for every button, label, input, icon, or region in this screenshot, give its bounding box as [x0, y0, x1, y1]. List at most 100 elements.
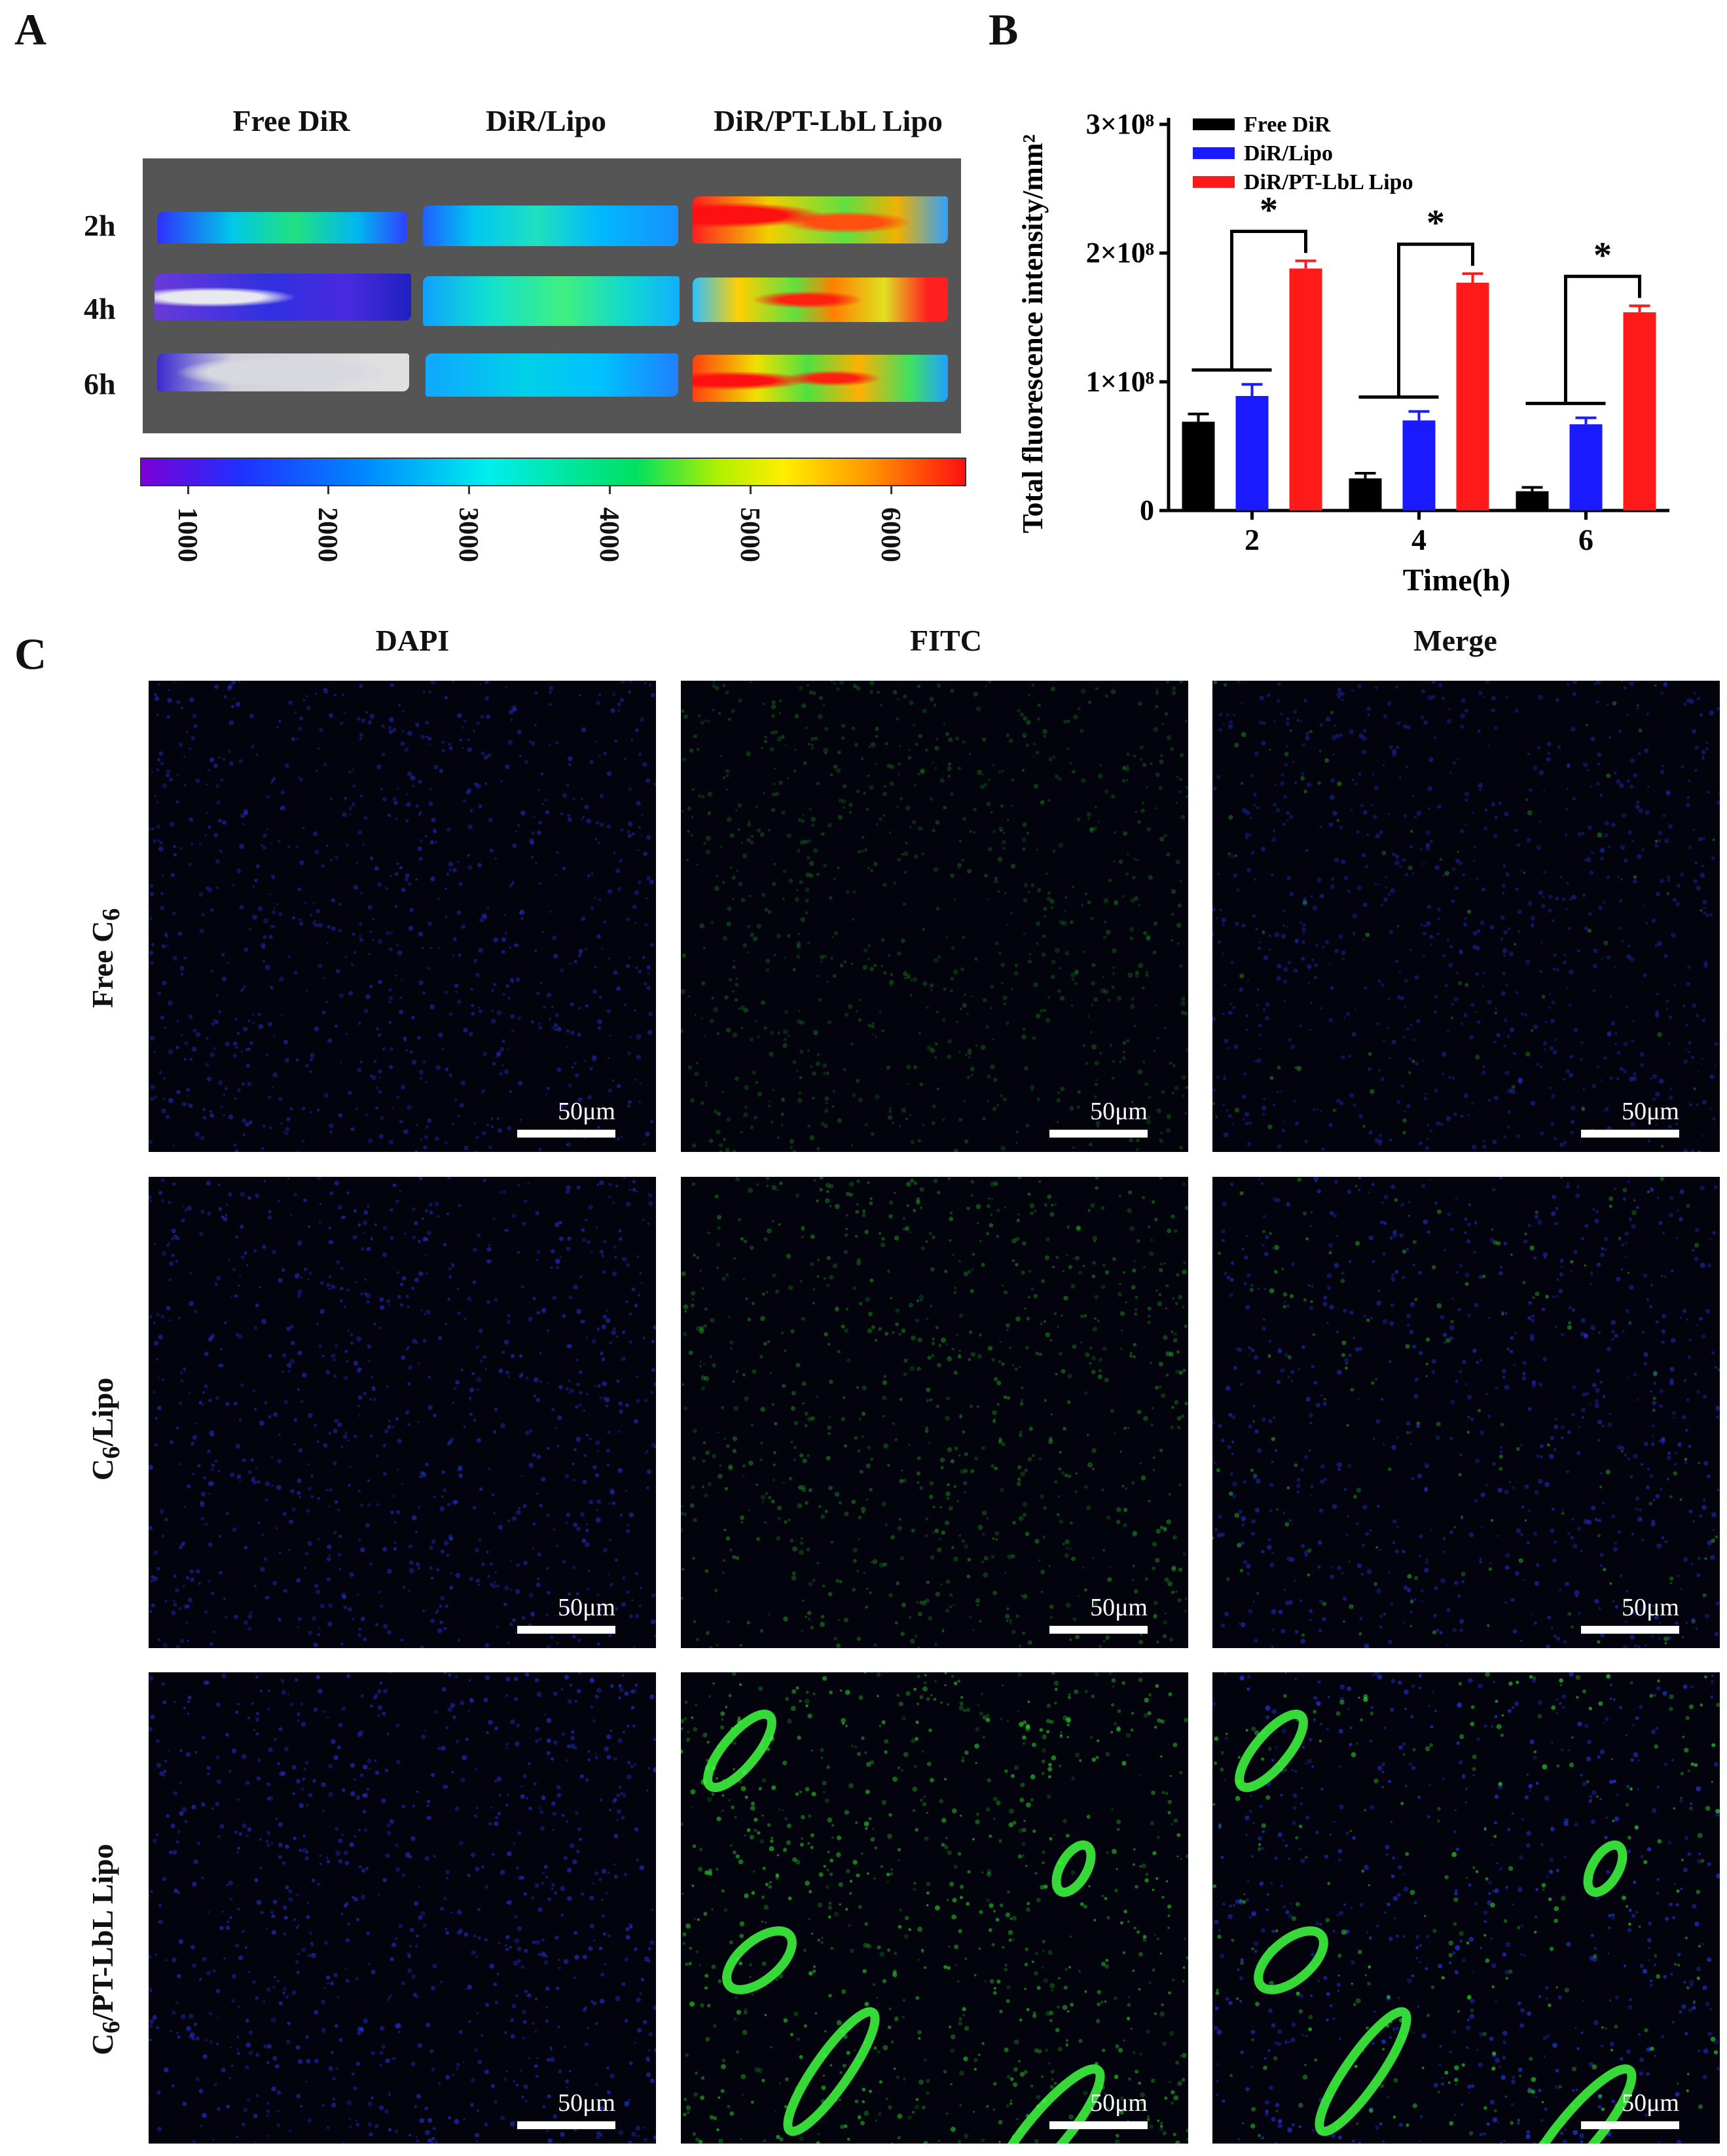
micrograph-texture	[681, 1672, 1188, 2144]
micrograph-c6-pt-lbl-lipo-merge: 50μm	[1212, 1672, 1720, 2144]
scale-bar-label: 50μm	[558, 1098, 615, 1125]
y-tick-label: 2×10⁸	[1086, 237, 1154, 269]
significance-bracket	[1564, 274, 1641, 404]
legend-swatch	[1193, 176, 1235, 188]
colorbar-tick-label: 3000	[453, 507, 483, 562]
colorbar-tick	[750, 485, 752, 494]
row-label-free-c6: Free C6	[86, 908, 126, 1008]
significance-marker: *	[1427, 203, 1445, 243]
colorbar-tick	[468, 485, 470, 494]
significance-marker: *	[1260, 190, 1278, 230]
colorbar	[140, 458, 966, 486]
micrograph-texture	[681, 681, 1188, 1152]
colorbar-tick-label: 5000	[735, 507, 765, 562]
scale-bar-label: 50μm	[1090, 2089, 1148, 2117]
row-label-4h: 4h	[84, 292, 116, 325]
significance-marker: *	[1593, 235, 1612, 276]
significance-bracket	[1397, 242, 1474, 397]
bar	[1235, 395, 1269, 511]
scale-bar	[1049, 2121, 1148, 2129]
x-tick-label: 6	[1578, 523, 1593, 556]
row-label-2h: 2h	[84, 209, 116, 242]
bar	[1623, 312, 1656, 511]
micrograph-c6-pt-lbl-lipo-dapi: 50μm	[149, 1672, 656, 2144]
colorbar-tick-label: 6000	[875, 507, 905, 562]
scale-bar	[1049, 1626, 1148, 1634]
y-tick-label: 3×10⁸	[1086, 108, 1154, 140]
strip-free-dir-6h	[157, 353, 409, 391]
micrograph-texture	[1212, 1177, 1720, 1648]
colorbar-tick	[609, 485, 611, 494]
col-title-fitc: FITC	[910, 624, 982, 657]
scale-bar	[517, 1626, 615, 1634]
y-tick-label: 1×10⁸	[1086, 365, 1154, 397]
micrograph-texture	[149, 1177, 656, 1648]
strip-dir-pt-lbl-lipo-2h	[693, 196, 948, 243]
scale-bar-label: 50μm	[1622, 1594, 1679, 1621]
strip-dir-lipo-2h	[423, 206, 678, 246]
colorbar-tick-label: 1000	[172, 507, 202, 562]
micrograph-texture	[681, 1177, 1188, 1648]
bar	[1349, 478, 1382, 511]
micrograph-c6-lipo-fitc: 50μm	[681, 1177, 1188, 1648]
col-title-dir-pt-lbl-lipo: DiR/PT-LbL Lipo	[714, 104, 943, 137]
legend-label: DiR/PT-LbL Lipo	[1244, 170, 1413, 194]
scale-bar-label: 50μm	[558, 1594, 615, 1621]
col-title-dapi: DAPI	[375, 624, 450, 657]
bar	[1402, 420, 1436, 511]
bar	[1456, 282, 1489, 511]
strip-dir-pt-lbl-lipo-4h	[693, 278, 948, 322]
strip-dir-pt-lbl-lipo-6h	[693, 355, 948, 402]
scale-bar	[1581, 1130, 1679, 1138]
scale-bar	[517, 1130, 615, 1138]
ivis-image-panel	[143, 158, 961, 433]
colorbar-tick	[890, 485, 892, 494]
scale-bar-label: 50μm	[1622, 2089, 1679, 2117]
col-title-merge: Merge	[1413, 624, 1497, 657]
scale-bar-label: 50μm	[558, 2089, 615, 2117]
legend-label: Free DiR	[1244, 113, 1331, 137]
row-label-c6-pt-lbl-lipo: C6/PT-LbL Lipo	[86, 1843, 126, 2055]
legend-swatch	[1193, 118, 1235, 130]
legend-swatch	[1193, 147, 1235, 159]
col-title-dir-lipo: DiR/Lipo	[485, 104, 607, 137]
micrograph-texture	[1212, 1672, 1720, 2144]
bar-chart: Total fluorescence intensity/mm² Time(h)…	[1017, 108, 1669, 598]
scale-bar	[1581, 1626, 1679, 1634]
colorbar-tick-label: 2000	[312, 507, 342, 562]
bar	[1289, 268, 1322, 511]
scale-bar	[517, 2121, 615, 2129]
micrograph-c6-pt-lbl-lipo-fitc: 50μm	[681, 1672, 1188, 2144]
row-label-c6-lipo: C6/Lipo	[86, 1377, 126, 1481]
strip-dir-lipo-4h	[423, 276, 680, 326]
y-tick-label: 0	[1140, 494, 1154, 526]
bar	[1182, 422, 1215, 511]
colorbar-tick	[327, 485, 329, 494]
panel-a-letter: A	[14, 5, 47, 54]
scale-bar-label: 50μm	[1622, 1098, 1679, 1125]
x-axis-label: Time(h)	[1403, 563, 1510, 598]
strip-free-dir-2h	[157, 212, 407, 243]
scale-bar	[1581, 2121, 1679, 2129]
micrograph-free-c6-merge: 50μm	[1212, 681, 1720, 1152]
col-title-free-dir: Free DiR	[232, 104, 350, 137]
row-label-6h: 6h	[84, 367, 116, 401]
micrograph-texture	[149, 681, 656, 1152]
panel-b-letter: B	[989, 5, 1019, 54]
scale-bar-label: 50μm	[1090, 1594, 1148, 1621]
micrograph-texture	[1212, 681, 1720, 1152]
colorbar-tick-label: 4000	[594, 507, 624, 562]
strip-dir-lipo-6h	[426, 353, 678, 397]
micrograph-free-c6-dapi: 50μm	[149, 681, 656, 1152]
micrograph-free-c6-fitc: 50μm	[681, 681, 1188, 1152]
strip-free-dir-4h	[155, 274, 411, 321]
scale-bar-label: 50μm	[1090, 1098, 1148, 1125]
legend-label: DiR/Lipo	[1244, 141, 1333, 166]
micrograph-c6-lipo-merge: 50μm	[1212, 1177, 1720, 1648]
bar	[1516, 491, 1549, 511]
y-axis-label: Total fluorescence intensity/mm²	[1017, 134, 1049, 533]
colorbar-tick	[187, 485, 189, 494]
micrograph-texture	[149, 1672, 656, 2144]
x-tick-label: 2	[1245, 523, 1260, 556]
scale-bar	[1049, 1130, 1148, 1138]
